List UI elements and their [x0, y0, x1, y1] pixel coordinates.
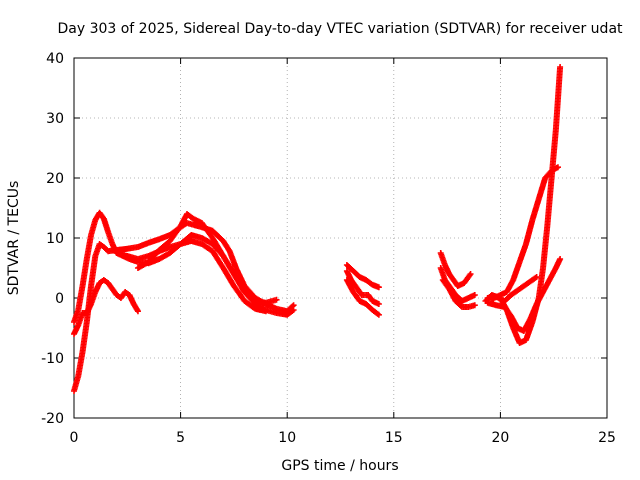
y-tick-label: 20 — [46, 171, 64, 187]
x-tick-label: 0 — [70, 430, 79, 446]
data-series-track-14 — [484, 256, 564, 334]
data-point — [557, 64, 564, 70]
data-series-track-9 — [437, 250, 474, 289]
data-point — [375, 301, 382, 307]
data-point — [557, 256, 564, 262]
data-series-track-11 — [439, 277, 478, 310]
x-tick-label: 25 — [598, 430, 616, 446]
data-series-track-15 — [484, 274, 540, 304]
data-point — [290, 307, 297, 313]
data-point — [273, 296, 280, 303]
x-tick-label: 15 — [385, 430, 403, 446]
x-tick-label: 5 — [176, 430, 185, 446]
data-point — [375, 311, 382, 318]
x-tick-label: 20 — [491, 430, 509, 446]
y-tick-label: -10 — [41, 351, 64, 367]
chart-title: Day 303 of 2025, Sidereal Day-to-day VTE… — [57, 21, 623, 37]
y-tick-label: 0 — [55, 291, 64, 307]
data-point — [554, 164, 561, 171]
data-series-track-6 — [343, 262, 382, 291]
data-point — [467, 271, 474, 277]
data-series-track-8 — [343, 277, 382, 318]
data-point — [375, 284, 382, 291]
data-series-track-3 — [71, 277, 141, 337]
data-point — [471, 292, 478, 298]
data-series-track-2 — [71, 209, 269, 325]
y-tick-label: -20 — [41, 411, 64, 427]
data-point — [471, 302, 478, 309]
y-tick-label: 40 — [46, 51, 64, 67]
data-series-track-5 — [134, 211, 280, 306]
x-axis-label: GPS time / hours — [281, 458, 398, 474]
data-points — [71, 64, 564, 394]
y-tick-label: 10 — [46, 231, 64, 247]
y-axis-label: SDTVAR / TECUs — [6, 181, 22, 296]
y-tick-label: 30 — [46, 111, 64, 127]
x-tick-label: 10 — [278, 430, 296, 446]
data-point — [533, 274, 540, 280]
axis-ticks: 0 5 10 15 20 25 -20 -10 0 10 20 30 40 — [41, 51, 616, 446]
data-point — [134, 308, 141, 315]
